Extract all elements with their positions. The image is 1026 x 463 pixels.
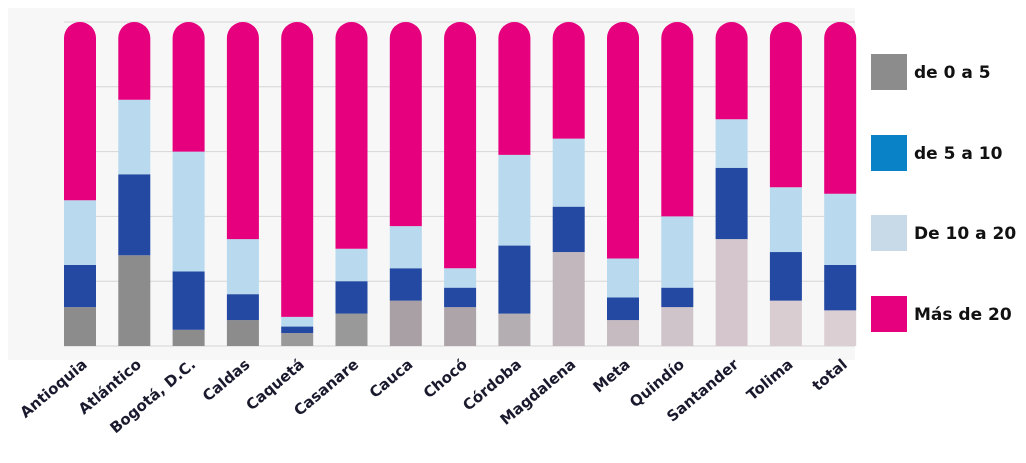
x-tick-label-total: total bbox=[809, 355, 851, 394]
bar-casanare-de-5-a-10 bbox=[335, 281, 368, 314]
bar-magdalena-de-10-a-20 bbox=[552, 138, 585, 207]
bar-cauca-de-5-a-10 bbox=[389, 268, 422, 301]
bar-caldas-de-10-a-20 bbox=[226, 239, 259, 295]
x-tick-label-tolima: Tolima bbox=[743, 355, 796, 404]
bar-bogota-d-c-mas-de-20 bbox=[172, 22, 205, 152]
bar-tolima-de-5-a-10 bbox=[769, 252, 802, 301]
bar-magdalena-de-0-a-5 bbox=[552, 252, 585, 346]
bar-stack-caqueta bbox=[281, 22, 314, 346]
x-tick-label-meta: Meta bbox=[590, 355, 634, 396]
bar-meta-de-10-a-20 bbox=[607, 258, 639, 298]
bar-meta-de-0-a-5 bbox=[607, 320, 639, 346]
bar-stack-antioquia bbox=[64, 22, 96, 346]
bar-stack-choco bbox=[444, 22, 477, 346]
bar-santander-de-0-a-5 bbox=[715, 239, 748, 346]
bar-bogota-d-c-de-0-a-5 bbox=[172, 329, 205, 346]
bar-antioquia-de-5-a-10 bbox=[64, 265, 96, 308]
bar-caldas-mas-de-20 bbox=[226, 22, 259, 240]
bar-bogota-d-c-de-5-a-10 bbox=[172, 271, 205, 330]
bar-atlantico-de-0-a-5 bbox=[118, 255, 151, 346]
bar-stack-cauca bbox=[389, 22, 422, 346]
bar-stack-meta bbox=[607, 22, 639, 346]
bar-tolima-mas-de-20 bbox=[769, 22, 802, 188]
bars-group bbox=[64, 21, 857, 346]
bar-cordoba-de-10-a-20 bbox=[498, 154, 531, 246]
x-tick-label-choco: Chocó bbox=[420, 355, 471, 402]
bar-stack-santander bbox=[715, 22, 748, 346]
bar-total-mas-de-20 bbox=[824, 22, 857, 194]
bar-total-de-0-a-5 bbox=[824, 310, 857, 346]
bar-choco-de-5-a-10 bbox=[444, 287, 477, 308]
bar-cordoba-de-0-a-5 bbox=[498, 313, 531, 346]
bar-cauca-de-10-a-20 bbox=[389, 226, 422, 269]
bar-atlantico-de-5-a-10 bbox=[118, 174, 151, 256]
bar-stack-caldas bbox=[226, 22, 259, 346]
bar-santander-de-10-a-20 bbox=[715, 119, 748, 168]
bar-stack-atlantico bbox=[118, 22, 151, 346]
bar-meta-mas-de-20 bbox=[607, 22, 639, 259]
bar-antioquia-mas-de-20 bbox=[64, 22, 96, 201]
bar-bogota-d-c-de-10-a-20 bbox=[172, 151, 205, 272]
legend-swatch-de-0-a-5 bbox=[871, 54, 907, 90]
legend-swatch-de-5-a-10 bbox=[871, 135, 907, 171]
bar-quindio-de-10-a-20 bbox=[661, 216, 694, 288]
bar-stack-cordoba bbox=[498, 21, 531, 346]
bar-casanare-de-10-a-20 bbox=[335, 248, 368, 282]
bar-meta-de-5-a-10 bbox=[607, 297, 639, 321]
bar-caldas-de-0-a-5 bbox=[226, 320, 259, 346]
bar-choco-de-10-a-20 bbox=[444, 268, 477, 288]
bar-cordoba-mas-de-20 bbox=[498, 21, 531, 155]
bar-tolima-de-0-a-5 bbox=[769, 300, 802, 346]
bar-stack-bogota-d-c bbox=[172, 22, 205, 346]
bar-caqueta-de-5-a-10 bbox=[281, 326, 314, 334]
bar-quindio-de-0-a-5 bbox=[661, 307, 694, 346]
bar-total-de-5-a-10 bbox=[824, 265, 857, 311]
bar-antioquia-de-10-a-20 bbox=[64, 200, 96, 265]
bar-atlantico-mas-de-20 bbox=[118, 22, 151, 100]
bar-cauca-de-0-a-5 bbox=[389, 300, 422, 346]
legend-swatch-mas-de-20 bbox=[871, 296, 907, 332]
bar-atlantico-de-10-a-20 bbox=[118, 99, 151, 175]
bar-cordoba-de-5-a-10 bbox=[498, 245, 531, 314]
bar-quindio-de-5-a-10 bbox=[661, 287, 694, 308]
legend-label-de-0-a-5: de 0 a 5 bbox=[914, 63, 991, 83]
bar-santander-de-5-a-10 bbox=[715, 167, 748, 240]
bar-caqueta-de-0-a-5 bbox=[281, 333, 314, 346]
bar-antioquia-de-0-a-5 bbox=[64, 307, 96, 346]
bar-choco-mas-de-20 bbox=[444, 22, 477, 269]
legend: de 0 a 5 de 5 a 10 De 10 a 20 Más de 20 bbox=[871, 54, 1016, 332]
legend-label-de-10-a-20: De 10 a 20 bbox=[914, 224, 1016, 244]
bar-stack-tolima bbox=[769, 22, 802, 346]
x-tick-label-antioquia: Antioquia bbox=[16, 355, 90, 421]
bar-tolima-de-10-a-20 bbox=[769, 187, 802, 253]
bar-casanare-mas-de-20 bbox=[335, 22, 368, 249]
bar-total-de-10-a-20 bbox=[824, 193, 857, 265]
bar-stack-magdalena bbox=[552, 22, 585, 346]
bar-stack-quindio bbox=[661, 22, 694, 346]
bar-stack-total bbox=[824, 22, 857, 346]
legend-swatch-de-10-a-20 bbox=[871, 215, 907, 251]
bar-magdalena-de-5-a-10 bbox=[552, 206, 585, 253]
bar-caqueta-mas-de-20 bbox=[281, 22, 314, 317]
legend-label-de-5-a-10: de 5 a 10 bbox=[914, 144, 1003, 164]
bar-magdalena-mas-de-20 bbox=[552, 22, 585, 139]
bar-caldas-de-5-a-10 bbox=[226, 294, 259, 321]
bar-caqueta-de-10-a-20 bbox=[281, 316, 314, 327]
bar-santander-mas-de-20 bbox=[715, 22, 748, 120]
bar-stack-casanare bbox=[335, 22, 368, 346]
legend-label-mas-de-20: Más de 20 bbox=[914, 305, 1012, 325]
x-tick-label-cauca: Cauca bbox=[366, 355, 417, 401]
bar-casanare-de-0-a-5 bbox=[335, 313, 368, 346]
bar-quindio-mas-de-20 bbox=[661, 22, 694, 217]
bar-cauca-mas-de-20 bbox=[389, 22, 422, 227]
bar-choco-de-0-a-5 bbox=[444, 307, 477, 346]
